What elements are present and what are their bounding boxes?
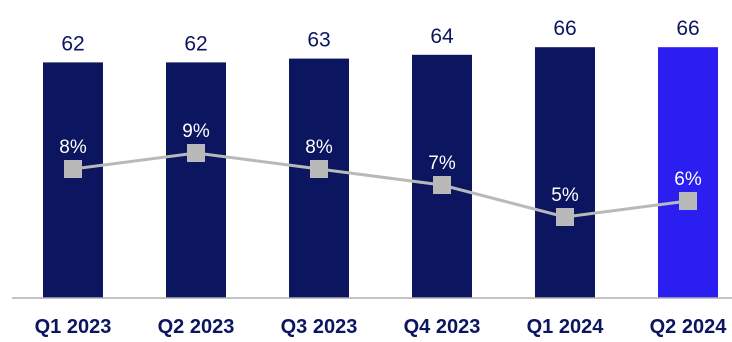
bar-q2-2023 [166,62,226,299]
line-markers [64,144,697,226]
bar-q2-2024 [658,47,718,299]
line-value-label: 6% [674,169,702,190]
line-value-labels: 8% 9% 8% 7% 5% 6% [59,121,702,206]
bar-q1-2023 [43,62,103,299]
line-marker [187,144,205,162]
line-marker [679,192,697,210]
bar-q1-2024 [535,47,595,299]
x-tick-label: Q2 2024 [650,316,728,338]
line-value-label: 8% [305,137,333,158]
bar-value-label: 63 [307,29,330,52]
x-tick-label: Q1 2023 [35,316,112,338]
line-value-label: 9% [182,121,210,142]
x-tick-label: Q4 2023 [404,316,481,338]
bar-value-label: 64 [430,25,454,48]
bar-value-label: 62 [184,32,207,55]
line-marker [433,176,451,194]
bar-value-labels: 62 62 63 64 66 66 [61,17,699,55]
line-marker [64,160,82,178]
line-marker [556,208,574,226]
line-marker [310,160,328,178]
bar-series [43,47,718,299]
bar-q3-2023 [289,58,349,298]
line-value-label: 7% [428,153,456,174]
line-value-label: 5% [551,185,579,206]
line-value-label: 8% [59,137,87,158]
x-axis-ticks: Q1 2023 Q2 2023 Q3 2023 Q4 2023 Q1 2024 Q2 20… [35,316,728,338]
bar-value-label: 66 [553,17,576,40]
x-tick-label: Q3 2023 [281,316,358,338]
bar-value-label: 62 [61,32,84,55]
bar-value-label: 66 [676,17,699,40]
percentage-line [72,151,689,219]
x-tick-label: Q1 2024 [527,316,605,338]
x-tick-label: Q2 2023 [158,316,235,338]
